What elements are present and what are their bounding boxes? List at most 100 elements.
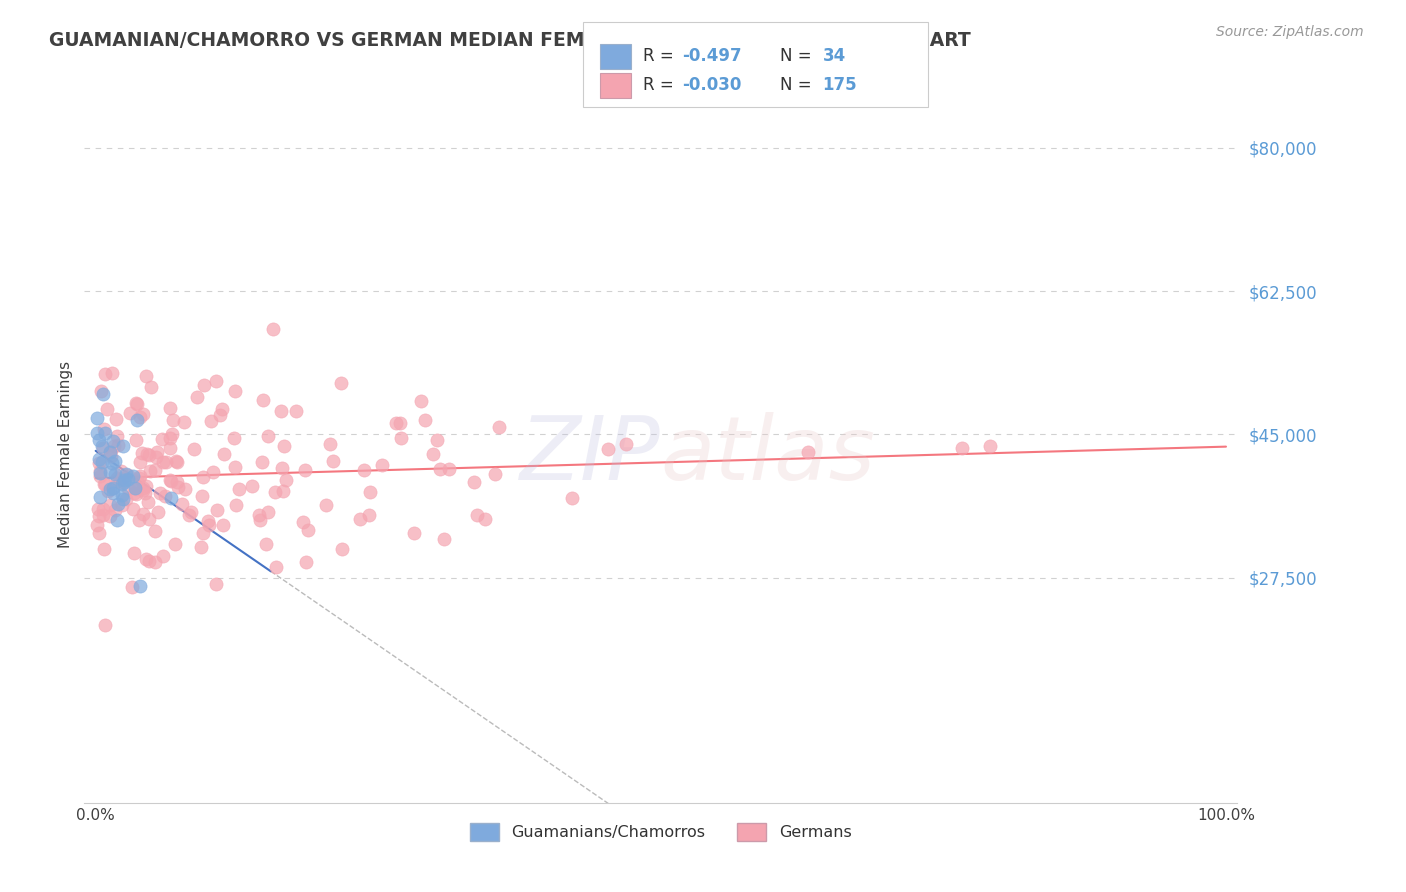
Point (205, 503, 228, 517)
Point (100, 449, 122, 463)
Point (105, 429, 128, 443)
Point (94, 425, 117, 440)
Point (165, 454, 187, 468)
Point (614, 437, 637, 451)
Point (463, 475, 485, 490)
Point (128, 513, 150, 527)
Point (179, 508, 201, 522)
Point (263, 484, 285, 499)
Point (86, 426, 108, 441)
Point (143, 524, 166, 539)
Point (98, 445, 121, 459)
Point (135, 552, 157, 566)
Point (122, 502, 145, 516)
Point (160, 491, 183, 506)
Point (353, 463, 375, 477)
Point (93, 476, 115, 491)
Point (98, 465, 121, 479)
Point (330, 542, 353, 557)
Point (107, 438, 129, 452)
Point (112, 473, 135, 487)
Point (135, 447, 157, 461)
Point (86, 411, 108, 425)
Point (128, 471, 150, 485)
Point (101, 434, 124, 448)
Point (139, 464, 162, 478)
Point (212, 517, 235, 532)
Point (474, 512, 496, 526)
Point (131, 481, 153, 495)
Point (97, 483, 120, 498)
Point (91, 502, 114, 516)
Point (159, 401, 181, 416)
Point (950, 441, 973, 455)
Point (979, 439, 1001, 453)
Point (112, 492, 135, 507)
Point (89, 525, 111, 540)
Point (143, 555, 166, 569)
Point (132, 483, 155, 497)
Point (198, 518, 221, 533)
Point (426, 434, 449, 448)
Point (201, 465, 224, 479)
Point (209, 409, 232, 423)
Point (101, 481, 124, 495)
Point (138, 554, 160, 568)
Point (162, 426, 184, 441)
Point (134, 486, 156, 500)
Point (104, 502, 127, 516)
Point (94, 368, 117, 382)
Point (160, 474, 183, 488)
Point (110, 464, 132, 478)
Point (150, 432, 173, 446)
Point (224, 384, 246, 398)
Point (371, 458, 394, 472)
Text: N =: N = (780, 47, 817, 65)
Point (125, 475, 148, 489)
Point (388, 416, 411, 430)
Point (222, 431, 245, 445)
Point (93, 422, 115, 436)
Point (166, 480, 188, 494)
Point (129, 468, 152, 483)
Point (98, 445, 121, 459)
Point (124, 481, 146, 495)
Point (90, 439, 112, 453)
Point (91, 455, 114, 469)
Point (228, 482, 250, 496)
Point (111, 498, 134, 512)
Point (159, 431, 181, 445)
Point (132, 407, 155, 421)
Point (183, 442, 205, 456)
Point (105, 412, 128, 426)
Point (117, 481, 139, 495)
Text: ZIP: ZIP (520, 412, 661, 498)
Point (107, 497, 129, 511)
Point (111, 471, 134, 485)
Point (205, 375, 228, 389)
Point (295, 556, 318, 570)
Point (128, 410, 150, 425)
Point (117, 472, 139, 486)
Point (191, 470, 214, 484)
Point (117, 467, 139, 482)
Point (273, 439, 295, 453)
Point (89, 491, 111, 505)
Point (111, 477, 134, 491)
Point (104, 467, 127, 481)
Point (105, 513, 128, 527)
Point (172, 497, 194, 511)
Point (101, 366, 124, 380)
Point (252, 392, 274, 407)
Point (250, 455, 273, 469)
Point (129, 579, 152, 593)
Point (125, 433, 148, 447)
Text: GUAMANIAN/CHAMORRO VS GERMAN MEDIAN FEMALE EARNINGS CORRELATION CHART: GUAMANIAN/CHAMORRO VS GERMAN MEDIAN FEMA… (49, 31, 972, 50)
Point (93, 387, 115, 401)
Point (93, 618, 115, 632)
Point (87, 456, 110, 470)
Point (284, 404, 307, 418)
Point (274, 473, 297, 487)
Point (103, 439, 125, 453)
Point (155, 455, 177, 469)
